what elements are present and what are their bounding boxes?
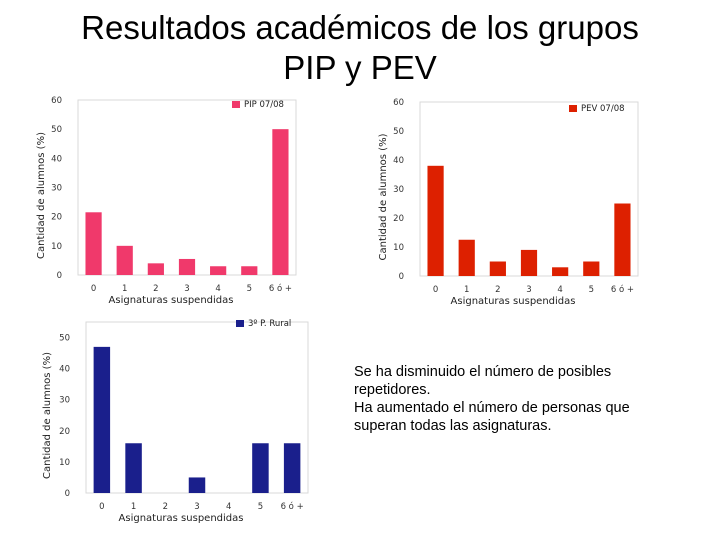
bar-3 <box>178 258 196 275</box>
x-tick-label: 4 <box>226 502 231 512</box>
y-tick-label: 40 <box>393 156 404 166</box>
x-tick-label: 1 <box>131 502 136 512</box>
plot-frame <box>77 99 297 276</box>
bar-1 <box>116 245 133 275</box>
bar-1 <box>125 443 142 493</box>
x-tick-label: 2 <box>163 502 168 512</box>
bar-4 <box>210 266 227 275</box>
y-tick-label: 20 <box>51 213 62 223</box>
x-tick-label: 0 <box>99 502 104 512</box>
y-tick-label: 30 <box>59 396 70 406</box>
legend-label: 3º P. Rural <box>248 319 291 329</box>
plot-frame <box>85 321 309 494</box>
y-tick-label: 60 <box>393 98 404 108</box>
y-tick-label: 40 <box>51 154 62 164</box>
bar-0 <box>93 346 111 493</box>
x-axis-label: Asignaturas suspendidas <box>451 296 576 307</box>
y-tick-label: 60 <box>51 96 62 106</box>
note-line-1: Se ha disminuido el número de posibles <box>354 364 612 380</box>
legend-swatch <box>236 320 244 327</box>
x-tick-label: 4 <box>215 284 220 294</box>
x-tick-label: 1 <box>464 285 469 295</box>
x-tick-label: 5 <box>247 284 252 294</box>
x-tick-label: 0 <box>433 285 438 295</box>
bar-6 <box>614 203 631 276</box>
x-tick-label: 6 ó + <box>269 283 292 294</box>
bar-5 <box>252 443 269 493</box>
bar-1 <box>458 239 475 276</box>
legend-label: PEV 07/08 <box>581 104 625 114</box>
slide-title-line1: Resultados académicos de los grupos <box>81 9 639 46</box>
y-tick-label: 30 <box>51 184 62 194</box>
x-tick-label: 3 <box>184 284 189 294</box>
y-axis-label: Cantidad de alumnos (%) <box>378 133 389 260</box>
pip-chart: 0 10 20 30 40 50 60 0 1 2 3 4 5 6 ó + Asignaturas susp… <box>36 96 297 306</box>
x-tick-label: 5 <box>258 502 263 512</box>
y-tick-label: 20 <box>393 214 404 224</box>
x-tick-label: 3 <box>194 502 199 512</box>
bar-2 <box>147 263 164 275</box>
bar-0 <box>85 212 102 275</box>
x-tick-label: 0 <box>91 284 96 294</box>
y-tick-label: 10 <box>51 242 62 252</box>
x-tick-label: 6 ó + <box>611 284 634 295</box>
slide-title-line2: PIP y PEV <box>283 49 437 86</box>
x-tick-label: 3 <box>526 285 531 295</box>
slide-title: Resultados académicos de los grupos PIP … <box>0 8 720 88</box>
note-line-4: superan todas las asignaturas. <box>354 418 552 434</box>
y-tick-label: 50 <box>393 127 404 137</box>
conclusion-note: Se ha disminuido el número de posibles r… <box>354 363 684 435</box>
bar-3 <box>188 477 206 493</box>
y-tick-label: 0 <box>57 271 62 281</box>
y-tick-label: 30 <box>393 185 404 195</box>
bar-6 <box>272 129 289 275</box>
bar-4 <box>552 267 569 276</box>
bar-6 <box>283 443 301 493</box>
rural-chart: 0 10 20 30 40 50 0 1 2 3 4 5 6 ó + Asignaturas suspen… <box>42 319 309 524</box>
x-tick-label: 5 <box>589 285 594 295</box>
x-tick-label: 1 <box>122 284 127 294</box>
bar-3 <box>520 249 538 276</box>
x-tick-label: 6 ó + <box>281 501 304 512</box>
legend-label: PIP 07/08 <box>244 100 284 110</box>
legend-swatch <box>569 105 577 112</box>
x-axis-label: Asignaturas suspendidas <box>109 295 234 306</box>
bar-5 <box>583 261 600 276</box>
pev-chart: 0 10 20 30 40 50 60 0 1 2 3 4 5 6 ó + Asignaturas susp… <box>378 98 639 307</box>
y-tick-label: 0 <box>399 272 404 282</box>
x-tick-label: 2 <box>495 285 500 295</box>
y-axis-label: Cantidad de alumnos (%) <box>36 132 47 259</box>
bar-5 <box>241 266 258 275</box>
x-tick-label: 4 <box>557 285 562 295</box>
y-tick-label: 20 <box>59 427 70 437</box>
bar-0 <box>427 165 444 276</box>
legend-swatch <box>232 101 240 108</box>
note-line-2: repetidores. <box>354 382 431 398</box>
y-tick-label: 10 <box>59 458 70 468</box>
y-tick-label: 10 <box>393 243 404 253</box>
y-tick-label: 40 <box>59 365 70 375</box>
y-tick-label: 50 <box>51 125 62 135</box>
y-tick-label: 0 <box>65 489 70 499</box>
y-axis-label: Cantidad de alumnos (%) <box>42 352 53 479</box>
y-tick-label: 50 <box>59 334 70 344</box>
x-tick-label: 2 <box>153 284 158 294</box>
note-line-3: Ha aumentado el número de personas que <box>354 400 630 416</box>
x-axis-label: Asignaturas suspendidas <box>119 513 244 524</box>
bar-2 <box>489 261 506 276</box>
